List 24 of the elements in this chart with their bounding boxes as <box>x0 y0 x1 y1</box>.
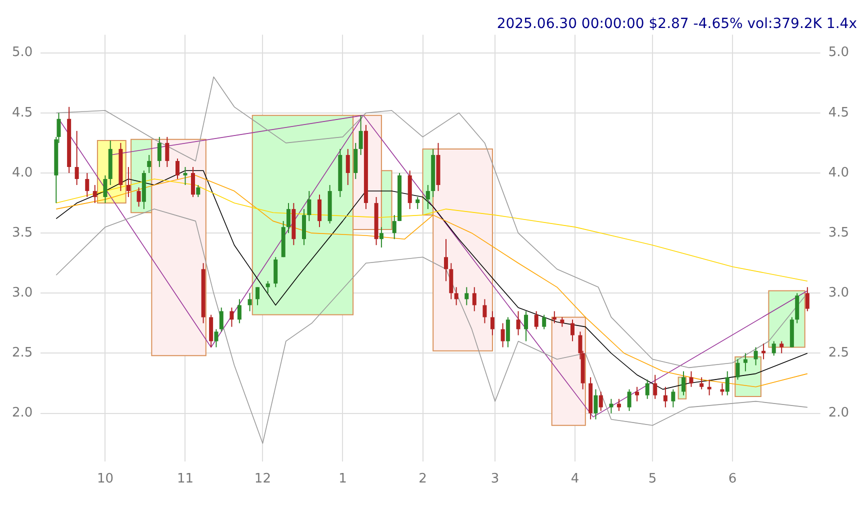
x-tick-label: 2 <box>418 472 427 487</box>
x-tick-label: 12 <box>254 472 271 487</box>
y2-tick-label: 2.0 <box>828 406 850 421</box>
y2-tick-label: 4.0 <box>828 165 850 180</box>
y2-tick-label: 4.5 <box>828 105 850 120</box>
y-tick-label: 2.5 <box>12 346 33 361</box>
x-tick-label: 4 <box>570 472 580 487</box>
x-tick-label: 5 <box>648 472 657 487</box>
y-tick-label: 4.5 <box>12 105 33 120</box>
x-tick-label: 6 <box>728 472 737 487</box>
y2-tick-label: 2.5 <box>828 346 850 361</box>
x-tick-label: 3 <box>490 472 500 487</box>
y2-tick-label: 5.0 <box>828 45 850 60</box>
y2-tick-label: 3.0 <box>828 286 850 301</box>
y-tick-label: 5.0 <box>12 45 33 60</box>
x-tick-label: 10 <box>96 472 114 487</box>
y-tick-label: 3.0 <box>12 286 33 301</box>
x-tick-label: 1 <box>338 472 347 487</box>
x-tick-label: 11 <box>176 472 194 487</box>
y-tick-label: 4.0 <box>12 165 33 180</box>
y-tick-label: 3.5 <box>12 225 33 240</box>
y-tick-label: 2.0 <box>12 406 33 421</box>
y2-tick-label: 3.5 <box>828 225 850 240</box>
chart-title: 2025.06.30 00:00:00 $2.87 -4.65% vol:379.2K 1.4x <box>496 16 857 32</box>
